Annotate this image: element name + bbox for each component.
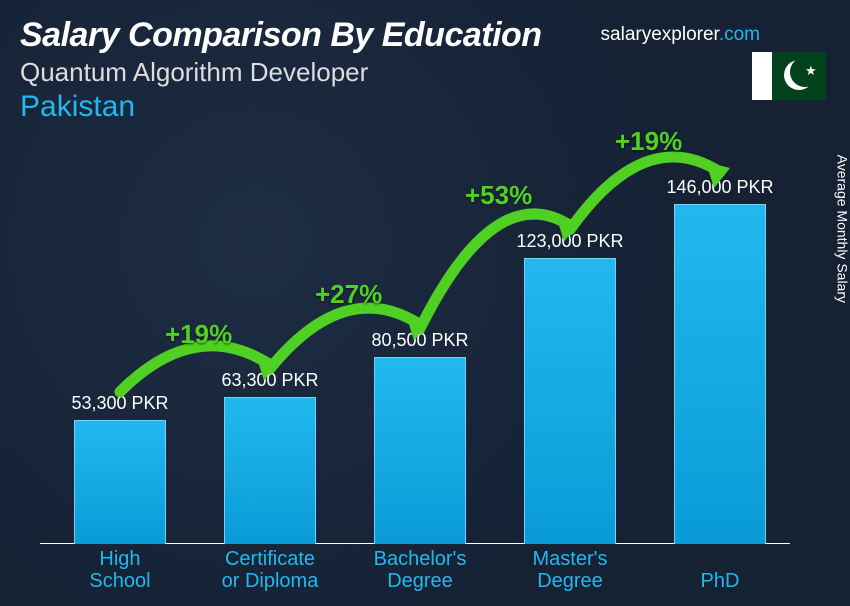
bar-label: PhD: [650, 570, 790, 592]
chart-subtitle: Quantum Algorithm Developer: [20, 57, 830, 88]
bar: [524, 258, 616, 544]
brand-prefix: salaryexplorer: [601, 24, 719, 45]
jump-percent: +19%: [615, 126, 682, 157]
chart-country: Pakistan: [20, 90, 830, 124]
brand-suffix: .com: [719, 24, 760, 45]
bar: [224, 397, 316, 544]
bar-label: Master'sDegree: [500, 548, 640, 592]
brand-watermark: salaryexplorer.com: [601, 24, 760, 46]
bar: [374, 357, 466, 544]
jump-percent: +27%: [315, 279, 382, 310]
bar-label: Bachelor'sDegree: [350, 548, 490, 592]
pakistan-flag-icon: ★: [752, 52, 826, 100]
bar-value: 146,000 PKR: [666, 177, 773, 198]
bar-label: HighSchool: [50, 548, 190, 592]
jump-percent: +19%: [165, 319, 232, 350]
bar-chart: 53,300 PKR HighSchool 63,300 PKR Certificat…: [40, 150, 790, 596]
bar-label: Certificateor Diploma: [200, 548, 340, 592]
bar-value: 123,000 PKR: [516, 231, 623, 252]
bar: [74, 420, 166, 544]
bar-value: 63,300 PKR: [221, 370, 318, 391]
bar-value: 53,300 PKR: [71, 393, 168, 414]
bar: [674, 204, 766, 544]
jump-percent: +53%: [465, 180, 532, 211]
y-axis-label: Average Monthly Salary: [834, 155, 850, 303]
bar-value: 80,500 PKR: [371, 330, 468, 351]
